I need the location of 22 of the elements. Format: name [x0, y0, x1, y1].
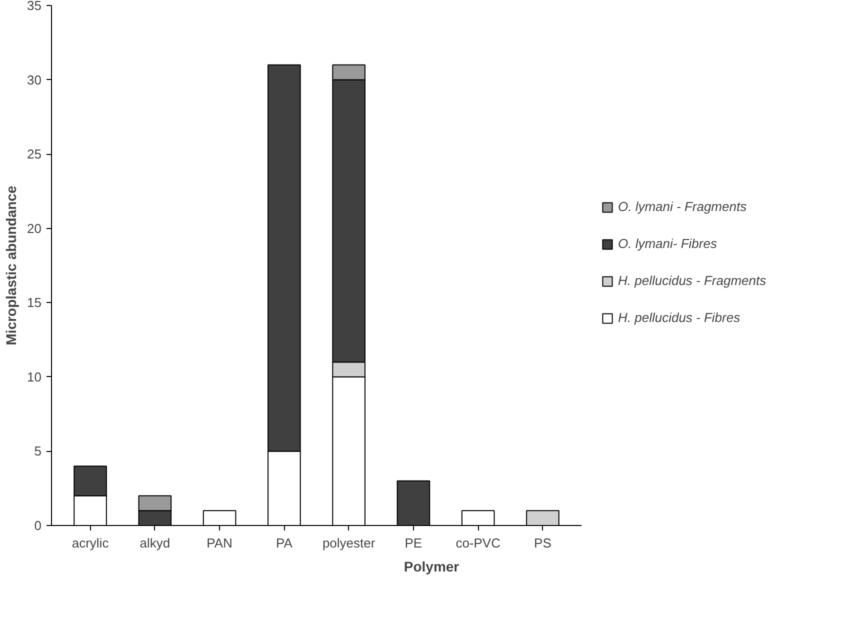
y-tick-label: 5	[34, 444, 42, 459]
y-tick-label: 25	[27, 146, 42, 162]
x-tick-label: polyester	[322, 536, 376, 550]
x-tick-label: PS	[534, 536, 552, 550]
y-tick-label: 10	[27, 369, 42, 384]
x-tick-label: PA	[276, 536, 293, 550]
y-tick-label: 35	[27, 0, 42, 13]
x-tick-label: PE	[404, 536, 422, 550]
x-tick-label: alkyd	[140, 536, 170, 550]
y-tick-label: 0	[34, 518, 42, 533]
y-tick-label: 30	[27, 72, 42, 88]
legend-label: O. lymani- Fibres	[618, 236, 717, 251]
x-tick-label: co-PVC	[456, 536, 500, 550]
y-tick-label: 20	[27, 220, 42, 236]
x-tick-label: PAN	[206, 536, 232, 550]
x-tick-label: acrylic	[72, 536, 110, 550]
y-tick-label: 15	[27, 295, 42, 310]
y-axis-title: Microplastic abundance	[3, 186, 20, 346]
x-axis-title: Polymer	[404, 558, 460, 574]
legend-label: H. pellucidus - Fragments	[618, 273, 766, 288]
legend-label: H. pellucidus - Fibres	[618, 310, 740, 325]
legend-label: O. lymani - Fragments	[618, 199, 747, 214]
